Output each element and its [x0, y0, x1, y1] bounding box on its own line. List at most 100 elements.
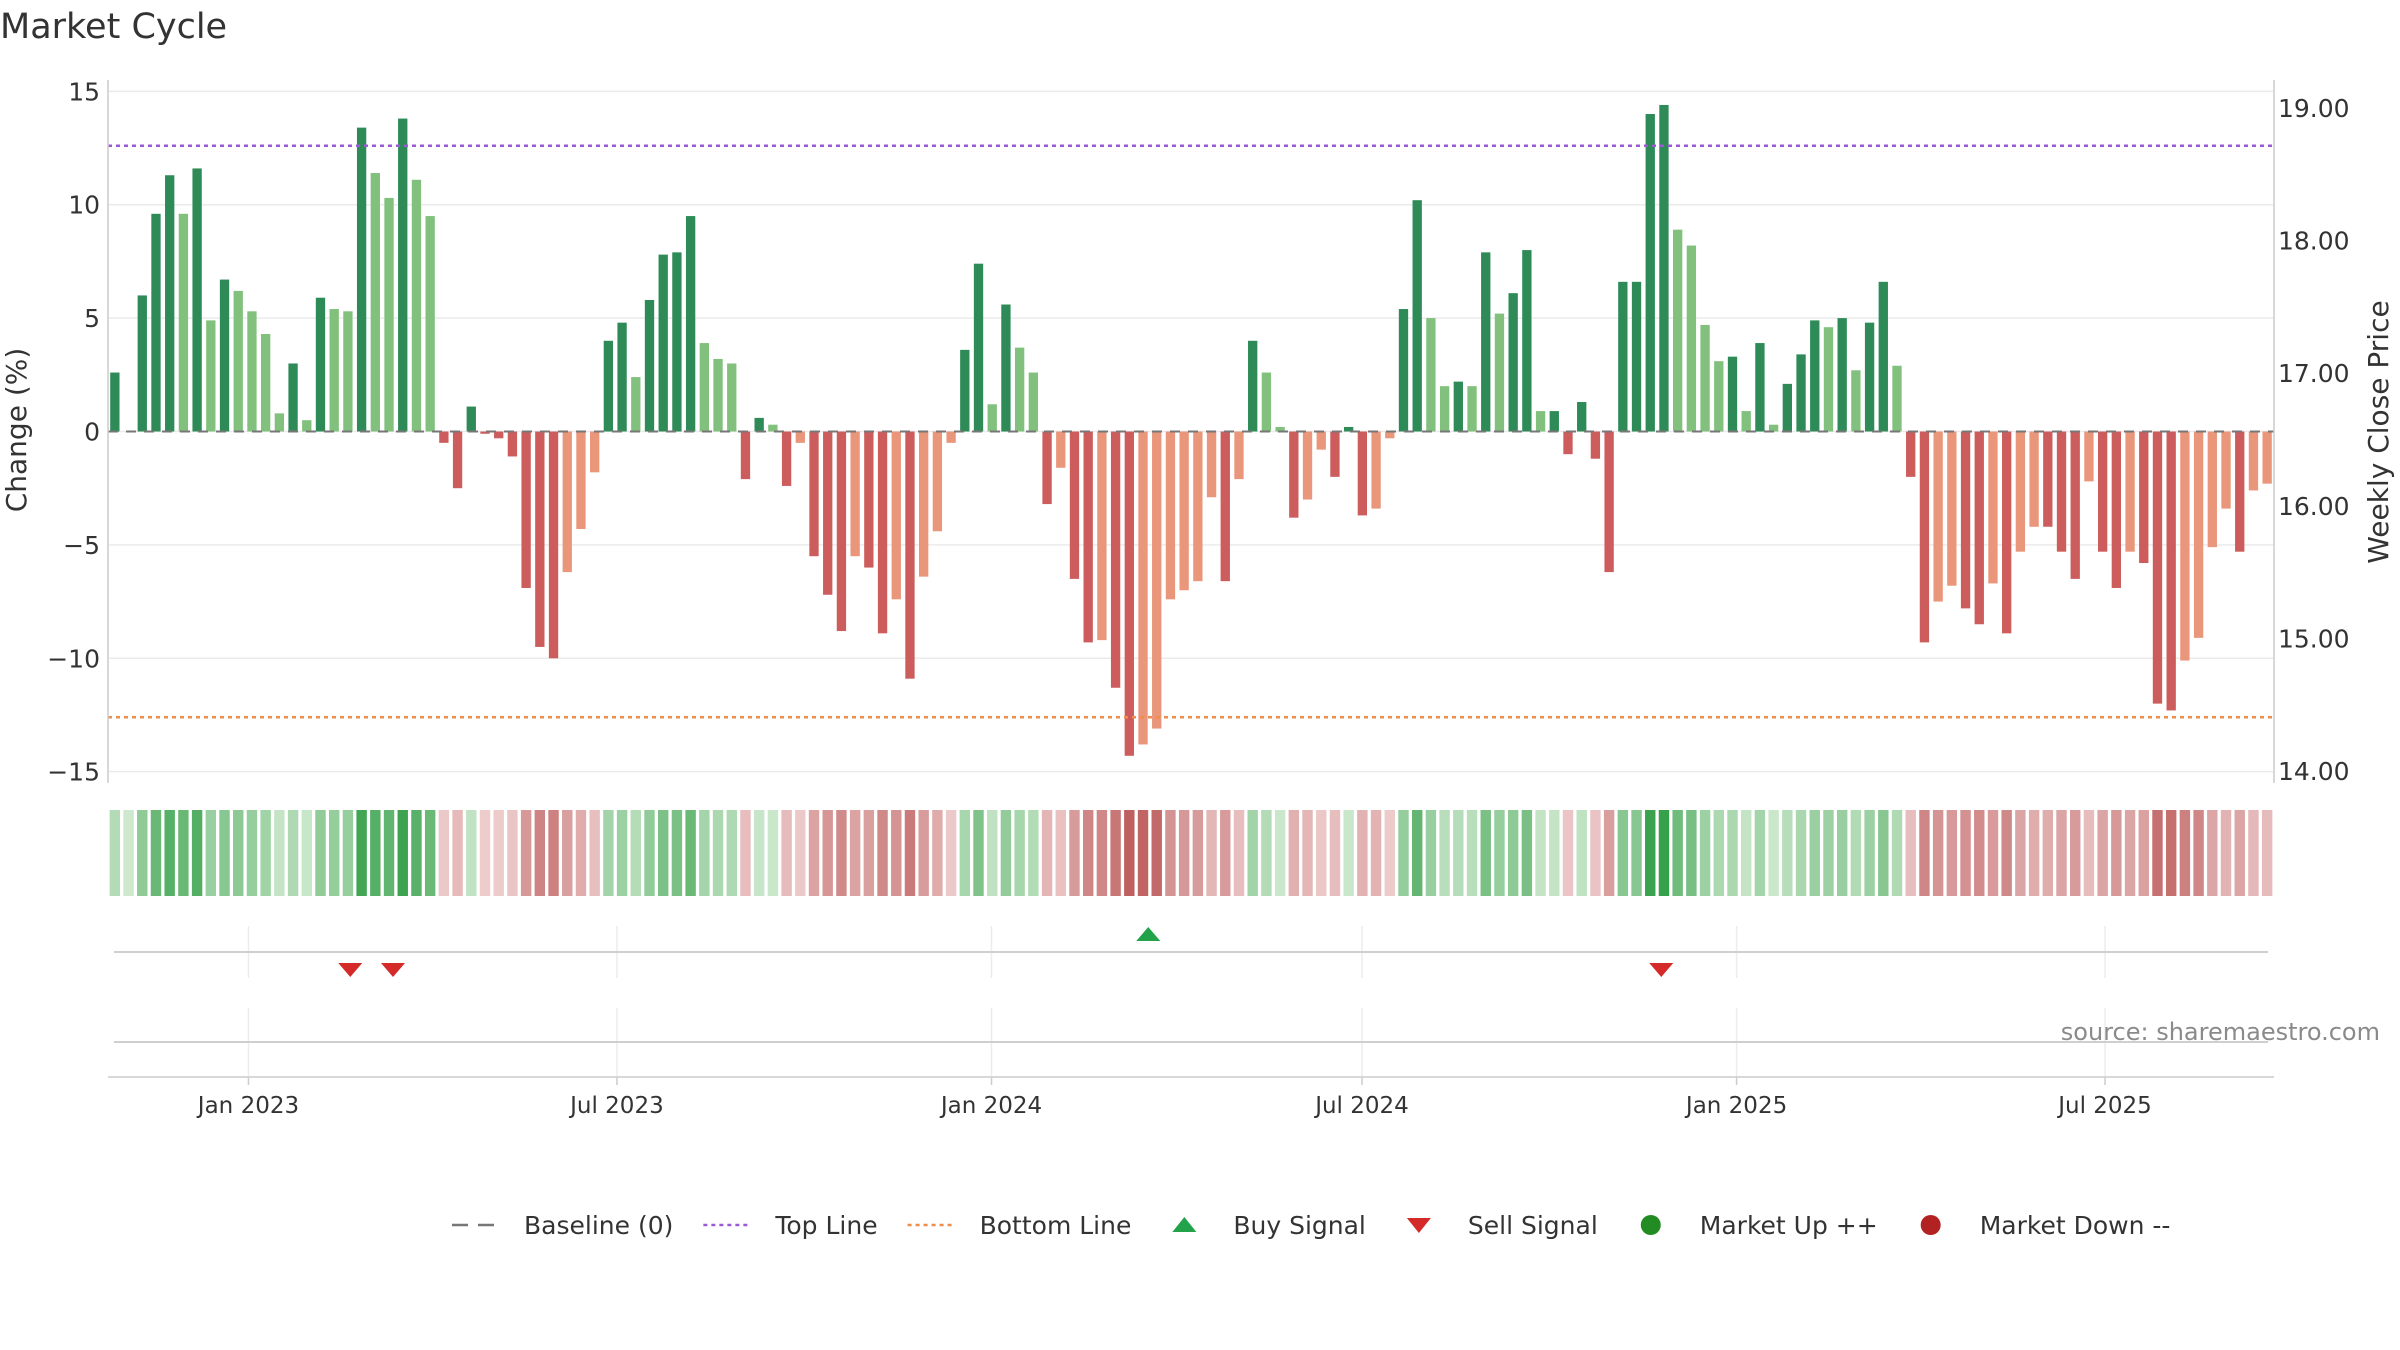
heat-cell	[356, 810, 367, 896]
heat-cell	[383, 810, 395, 896]
change-bar	[987, 404, 997, 432]
change-bar	[2207, 431, 2217, 548]
change-bar	[425, 216, 435, 432]
heat-cell	[1439, 810, 1450, 896]
heat-cell	[616, 810, 628, 896]
change-bar	[576, 431, 586, 530]
change-bar	[1851, 370, 1861, 432]
change-bar	[1220, 431, 1230, 582]
heat-cell	[1124, 810, 1135, 896]
heat-cell	[1521, 810, 1533, 896]
legend: Baseline (0) Top Line Bottom Line Buy Signa…	[452, 1211, 2170, 1240]
change-bar	[2152, 431, 2163, 704]
heat-cell	[1466, 810, 1478, 896]
heat-cell	[109, 810, 121, 896]
change-bar	[2262, 431, 2272, 484]
heat-cell	[328, 810, 340, 896]
legend-item: Market Down --	[1920, 1211, 2171, 1240]
change-bar	[2139, 431, 2149, 564]
change-bar	[452, 431, 463, 489]
change-bar	[1768, 424, 1779, 432]
change-bar	[2015, 431, 2026, 552]
heat-cell	[1562, 810, 1574, 896]
x-tick-label: Jan 2025	[1684, 1093, 1787, 1119]
change-bar	[548, 431, 559, 659]
heat-cell	[959, 810, 971, 896]
heat-cell	[1055, 810, 1066, 896]
heat-cell	[918, 810, 929, 896]
heat-cell	[2124, 810, 2136, 896]
heat-cell	[1686, 810, 1697, 896]
change-bar	[1124, 431, 1134, 756]
heat-cell	[2138, 810, 2149, 896]
legend-label: Market Down --	[1980, 1211, 2171, 1240]
heat-cell	[2165, 810, 2177, 896]
change-bar	[1138, 431, 1148, 745]
legend-label: Bottom Line	[980, 1211, 1132, 1240]
change-bar	[219, 279, 230, 432]
heat-cell	[1494, 810, 1505, 896]
heat-cell	[342, 810, 354, 896]
change-bar	[1069, 431, 1080, 579]
y-right-tick-label: 19.00	[2278, 94, 2350, 123]
change-bar	[260, 333, 271, 432]
change-bar	[1947, 431, 1957, 586]
change-bar	[466, 406, 476, 432]
heat-cell	[603, 810, 614, 896]
heat-cell	[1850, 810, 1862, 896]
heat-cell	[877, 810, 888, 896]
legend-market-icon	[1640, 1215, 1661, 1235]
change-bar	[206, 320, 216, 432]
heat-cell	[1713, 810, 1725, 896]
heat-cell	[795, 810, 806, 896]
change-bar	[823, 431, 833, 595]
change-bar	[932, 431, 943, 532]
change-bar	[2193, 431, 2204, 638]
heat-cell	[575, 810, 587, 896]
heat-cell	[1137, 810, 1149, 896]
y-right-tick-label: 16.00	[2278, 492, 2350, 521]
change-bar	[1823, 327, 1834, 432]
change-bar	[1001, 304, 1011, 432]
heat-cell	[2220, 810, 2232, 896]
change-bar	[151, 213, 161, 432]
legend-label: Buy Signal	[1233, 1211, 1366, 1240]
change-bar	[1467, 386, 1477, 432]
heat-cell	[1754, 810, 1766, 896]
change-bar	[1878, 281, 1888, 432]
reference-lines	[108, 144, 2274, 719]
heat-cell	[1987, 810, 1999, 896]
change-bar	[1412, 200, 1422, 432]
heat-cell	[1905, 810, 1916, 896]
buy-signal-marker	[1136, 927, 1161, 941]
heat-cell	[1727, 810, 1738, 896]
y-left-tick-label: 5	[84, 304, 100, 333]
change-bar	[1755, 343, 1765, 432]
heat-cell	[493, 810, 504, 896]
heat-cell	[1658, 810, 1670, 896]
heat-cell	[2207, 810, 2218, 896]
change-bar	[850, 431, 860, 557]
y-left-tick-label: −15	[47, 758, 100, 787]
heat-cell	[424, 810, 436, 896]
y-right-tick-label: 15.00	[2278, 624, 2350, 653]
change-bar	[644, 299, 655, 432]
heat-cell	[1672, 810, 1683, 896]
change-bar	[1796, 354, 1806, 432]
y-right-tick-label: 18.00	[2278, 227, 2350, 256]
change-bar	[1892, 365, 1902, 432]
heat-cell	[1343, 810, 1354, 896]
heat-cell	[2042, 810, 2054, 896]
change-bar	[1659, 104, 1669, 432]
change-bar	[1727, 356, 1738, 432]
heat-cell	[562, 810, 573, 896]
change-bar	[2097, 431, 2108, 552]
heat-cell	[1220, 810, 1231, 896]
change-bar	[864, 431, 874, 568]
heat-cell	[1082, 810, 1094, 896]
heat-cell	[1631, 810, 1642, 896]
heat-cell	[370, 810, 381, 896]
y-left-tick-label: −5	[63, 531, 100, 560]
y-left-axis-title: Change (%)	[0, 348, 33, 513]
change-bar	[1686, 245, 1697, 432]
